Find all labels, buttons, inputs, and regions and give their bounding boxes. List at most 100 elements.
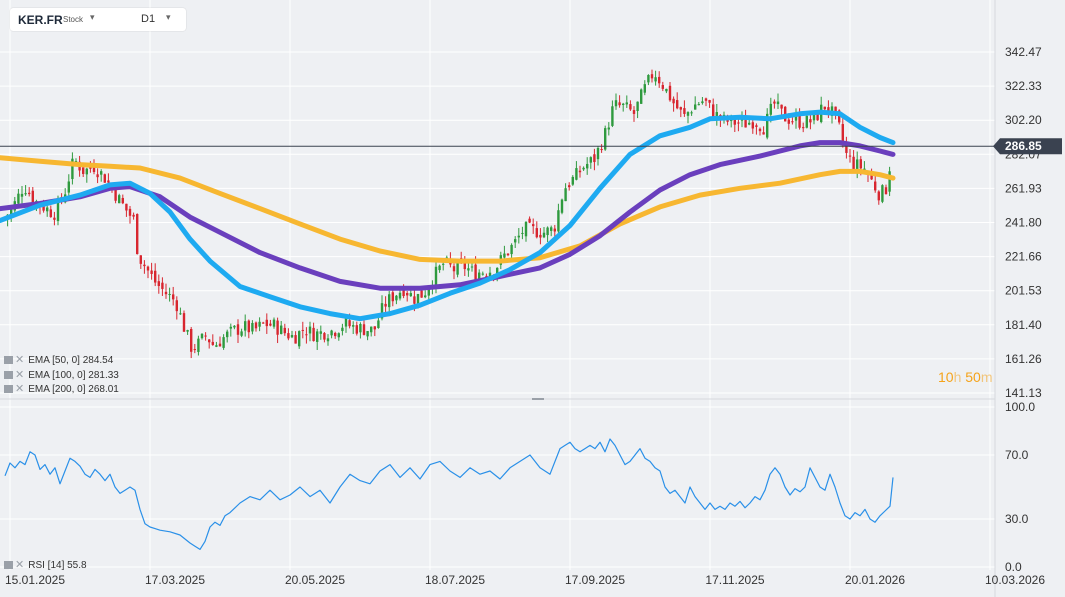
- candle-body: [49, 209, 52, 218]
- candle-body: [10, 207, 13, 216]
- candle-body: [265, 319, 268, 327]
- candle-body: [715, 112, 718, 119]
- candle-body: [67, 181, 70, 193]
- candle-countdown: 10h 50m: [938, 369, 993, 385]
- candle-body: [496, 267, 499, 277]
- candle-body: [607, 127, 610, 130]
- settings-icon[interactable]: [4, 561, 13, 570]
- candle-body: [622, 103, 625, 105]
- candle-body: [467, 268, 470, 271]
- close-icon[interactable]: ✕: [15, 559, 25, 571]
- caret-down-icon[interactable]: ▾: [166, 12, 171, 22]
- candle-body: [578, 170, 582, 173]
- candle-body: [128, 208, 132, 216]
- rsi-tick-label: 0.0: [1005, 560, 1022, 574]
- settings-icon[interactable]: [4, 356, 13, 365]
- candle-body: [344, 318, 348, 327]
- candle-body: [640, 89, 643, 104]
- candle-body: [823, 106, 826, 110]
- ema-200-layer: [0, 155, 896, 264]
- candle-body: [766, 113, 769, 138]
- price-tick-label: 201.53: [1005, 284, 1042, 298]
- candle-body: [118, 195, 121, 204]
- candle-body: [532, 224, 535, 227]
- candle-body: [337, 333, 340, 338]
- date-tick-label: 20.01.2026: [845, 573, 905, 587]
- settings-icon[interactable]: [4, 371, 13, 380]
- candle-body: [780, 104, 783, 109]
- close-icon[interactable]: ✕: [15, 354, 25, 366]
- indicator-rsi[interactable]: ✕ RSI [14] 55.8: [4, 558, 87, 571]
- candle-body: [388, 294, 391, 308]
- ema-50-layer: [0, 109, 896, 322]
- symbol-label: KER.FR: [18, 13, 63, 27]
- candle-body: [164, 291, 168, 295]
- candle-body: [488, 272, 492, 279]
- caret-down-icon[interactable]: ▾: [90, 12, 95, 22]
- candle-body: [658, 76, 661, 84]
- candle-body: [308, 326, 312, 334]
- candle-body: [643, 84, 646, 93]
- candle-body: [557, 210, 560, 232]
- candle-body: [881, 185, 884, 202]
- candle-body: [571, 176, 574, 185]
- candle-body: [812, 114, 816, 121]
- candle-body: [827, 107, 830, 114]
- candle-body: [240, 331, 243, 336]
- candle-body: [370, 326, 373, 333]
- candle-body: [769, 103, 772, 115]
- candle-body: [168, 294, 171, 296]
- indicator-ema200[interactable]: ✕ EMA [200, 0] 268.01: [4, 382, 119, 395]
- candle-body: [535, 228, 538, 238]
- candle-body: [539, 234, 542, 238]
- candle-body: [712, 104, 715, 119]
- price-tick-label: 241.80: [1005, 216, 1042, 230]
- candle-body: [172, 294, 175, 300]
- rsi-line: [4, 438, 894, 550]
- candle-body: [478, 272, 481, 281]
- candle-body: [28, 192, 31, 195]
- indicator-ema100[interactable]: ✕ EMA [100, 0] 281.33: [4, 368, 119, 381]
- instrument-type: Stock: [63, 15, 84, 24]
- candle-body: [114, 189, 117, 201]
- candle-body: [568, 185, 571, 188]
- price-tick-label: 302.20: [1005, 113, 1042, 127]
- close-icon[interactable]: ✕: [15, 383, 25, 395]
- date-tick-label: 18.07.2025: [425, 573, 485, 587]
- candle-body: [629, 104, 632, 110]
- candle-body: [600, 149, 603, 151]
- candle-body: [596, 147, 600, 160]
- candle-body: [24, 193, 27, 195]
- candle-body: [186, 330, 189, 332]
- candle-body: [258, 321, 261, 327]
- candle-body: [582, 167, 585, 170]
- indicator-label: EMA [100, 0] 281.33: [28, 370, 119, 381]
- candle-body: [481, 273, 484, 275]
- candle-body: [650, 74, 654, 79]
- indicator-ema50[interactable]: ✕ EMA [50, 0] 284.54: [4, 353, 113, 366]
- candle-body: [409, 293, 412, 297]
- candle-body: [758, 128, 762, 132]
- timeframe-label[interactable]: D1: [141, 13, 156, 25]
- candle-body: [125, 203, 128, 211]
- candle-body: [157, 281, 160, 287]
- settings-icon[interactable]: [4, 385, 13, 394]
- close-icon[interactable]: ✕: [15, 369, 25, 381]
- ema-50-line: [0, 109, 896, 322]
- candle-body: [380, 303, 384, 319]
- candle-body: [859, 159, 862, 169]
- candle-body: [593, 154, 596, 163]
- candle-body: [524, 221, 528, 237]
- candle-body: [618, 102, 621, 106]
- candle-body: [280, 325, 283, 334]
- candle-body: [668, 85, 672, 101]
- candle-body: [326, 338, 330, 342]
- candle-body: [362, 324, 366, 335]
- candle-body: [74, 161, 78, 163]
- symbol-selector[interactable]: KER.FR Stock ▾ D1 ▾: [10, 8, 186, 31]
- candle-body: [542, 232, 546, 238]
- candle-body: [305, 334, 308, 336]
- candle-body: [154, 270, 157, 283]
